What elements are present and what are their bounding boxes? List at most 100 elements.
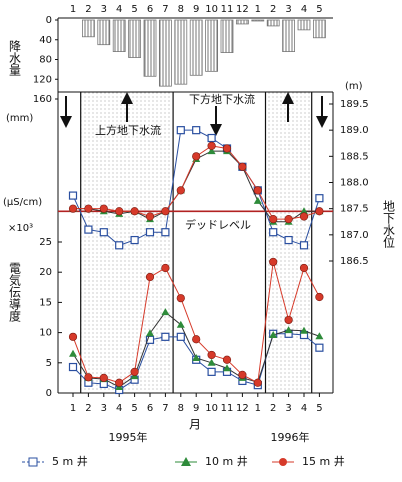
x-tick-label: 2 xyxy=(270,403,276,414)
point xyxy=(161,228,170,237)
x-tick-label: 10 xyxy=(205,4,218,15)
point xyxy=(315,332,324,340)
level-label: 地下水位 xyxy=(382,200,396,248)
precip-label: 降水量 xyxy=(8,40,22,76)
x-tick-label: 8 xyxy=(178,403,184,414)
precip-bar xyxy=(128,19,142,58)
y2-tick-label: 189.5 xyxy=(340,99,369,110)
x-tick-label: 3 xyxy=(101,403,107,414)
point xyxy=(192,353,201,361)
precip-unit: (mm) xyxy=(6,113,33,124)
precip-bar xyxy=(112,19,126,53)
y2-tick-label: 188.5 xyxy=(340,151,369,162)
precip-bar xyxy=(220,19,234,53)
precip-bar xyxy=(97,19,111,46)
point xyxy=(161,332,170,341)
precip-bar xyxy=(235,19,249,25)
point xyxy=(300,207,308,215)
x-tick-label: 10 xyxy=(205,403,218,414)
x-tick-label: 1 xyxy=(255,403,261,414)
x-tick-label: 1 xyxy=(70,4,76,15)
point xyxy=(299,241,309,250)
precip-bar xyxy=(143,19,157,77)
point xyxy=(84,373,93,382)
x-axis-label: 月 xyxy=(189,418,201,432)
y2-tick-label: 187.0 xyxy=(340,230,369,241)
point xyxy=(161,207,170,216)
precip-bar xyxy=(174,19,188,85)
point xyxy=(145,272,155,282)
precip-bar xyxy=(82,19,95,38)
point xyxy=(115,378,124,387)
point xyxy=(68,204,78,213)
point xyxy=(192,126,201,135)
point xyxy=(253,196,262,204)
x-tick-label: 9 xyxy=(193,403,199,414)
legend-marker xyxy=(28,457,38,467)
flow-arrows xyxy=(60,92,328,136)
x-tick-label: 4 xyxy=(116,4,122,15)
x-tick-label: 1 xyxy=(70,403,76,414)
conductivity-label: 電気伝導度 xyxy=(8,262,22,322)
point xyxy=(130,367,139,376)
y2-tick-label: 187.5 xyxy=(340,204,369,215)
point xyxy=(222,144,232,153)
point xyxy=(207,141,216,150)
conductivity-multiplier: ×10³ xyxy=(8,223,33,234)
legend-label: 15 m 井 xyxy=(302,454,345,468)
point xyxy=(207,367,216,376)
precip-bar xyxy=(266,19,280,27)
annotation: 下方地下水流 xyxy=(189,92,255,106)
point xyxy=(69,349,77,357)
precip-bar xyxy=(312,19,326,39)
point xyxy=(68,191,78,200)
point xyxy=(176,186,185,195)
x-tick-label: 8 xyxy=(178,4,184,15)
x-tick-label: 3 xyxy=(101,4,107,15)
y-tick-label: 0 xyxy=(46,388,52,399)
precip-bar xyxy=(297,19,311,31)
point xyxy=(284,235,293,245)
point xyxy=(145,228,155,237)
point xyxy=(207,350,216,360)
legend-label: 5 m 井 xyxy=(52,454,88,468)
x-tick-label: 5 xyxy=(131,403,137,414)
point xyxy=(84,204,93,213)
legend-marker xyxy=(181,457,191,466)
y-tick-label: 40 xyxy=(39,35,52,46)
point xyxy=(130,207,139,216)
point xyxy=(161,263,170,273)
point xyxy=(130,235,139,245)
point xyxy=(253,378,262,387)
point xyxy=(284,215,293,224)
point xyxy=(115,241,124,250)
x-tick-label: 5 xyxy=(131,4,137,15)
point xyxy=(68,332,78,341)
point xyxy=(207,147,216,155)
point xyxy=(176,332,185,341)
y-tick-label: 0 xyxy=(46,15,52,26)
x-tick-label: 2 xyxy=(270,4,276,15)
x-tick-label: 11 xyxy=(221,4,234,15)
point xyxy=(269,257,278,267)
y-tick-label: 80 xyxy=(39,55,52,66)
x-tick-label: 12 xyxy=(236,403,249,414)
x-tick-label: 5 xyxy=(316,403,322,414)
point xyxy=(145,212,155,221)
y-tick-label: 10 xyxy=(39,328,52,339)
point xyxy=(284,315,293,325)
point xyxy=(284,326,293,334)
legend-marker xyxy=(279,458,287,466)
x-tick-label: 9 xyxy=(193,4,199,15)
x-tick-label: 3 xyxy=(285,4,291,15)
point xyxy=(222,355,232,364)
point xyxy=(99,228,108,237)
point xyxy=(253,186,262,195)
x-tick-label: 5 xyxy=(316,4,322,15)
conductivity-unit: (μS/cm) xyxy=(3,197,42,208)
x-tick-label: 12 xyxy=(236,4,249,15)
point xyxy=(223,364,231,372)
point xyxy=(207,358,216,366)
precip-bar xyxy=(189,19,203,76)
